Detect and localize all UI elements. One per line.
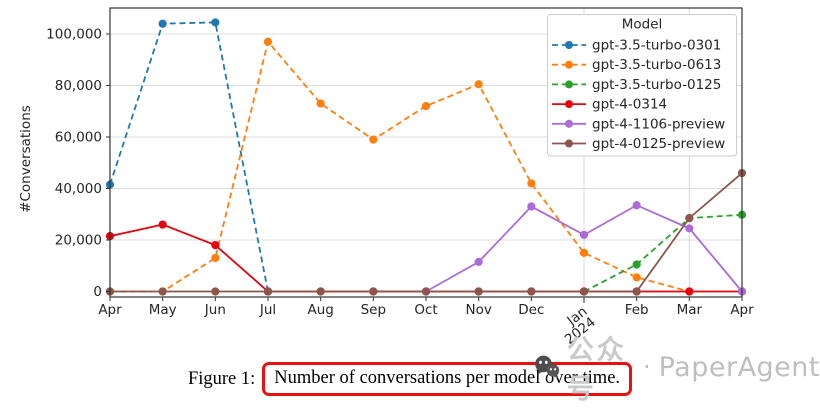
x-tick-label: Feb [625, 302, 649, 318]
marker-gpt-4-0314 [158, 220, 167, 229]
marker-gpt-4-0125-preview [685, 214, 694, 223]
marker-gpt-3.5-turbo-0301 [158, 19, 167, 28]
legend-glyph-marker-gpt-4-0125-preview [565, 139, 573, 148]
legend-glyph-marker-gpt-4-1106-preview [565, 119, 573, 128]
watermark-separator: · [642, 353, 651, 381]
marker-gpt-4-0314 [211, 241, 220, 250]
x-tick-label: Nov [465, 302, 491, 318]
marker-gpt-4-0125-preview [421, 287, 431, 296]
marker-gpt-4-1106-preview [579, 230, 589, 239]
marker-gpt-3.5-turbo-0613 [263, 37, 273, 46]
legend-glyph-marker-gpt-3.5-turbo-0125 [565, 80, 573, 89]
marker-gpt-3.5-turbo-0613 [527, 179, 536, 188]
marker-gpt-4-0125-preview [369, 287, 378, 296]
figure-caption: Figure 1: Number of conversations per mo… [0, 362, 820, 396]
marker-gpt-4-0125-preview [158, 287, 167, 296]
legend-box [547, 14, 737, 157]
x-tick-label: Sep [361, 302, 386, 318]
x-tick-label: Apr [730, 302, 754, 318]
legend-glyph-marker-gpt-3.5-turbo-0613 [565, 60, 573, 69]
marker-gpt-3.5-turbo-0125 [632, 260, 641, 269]
legend-label: gpt-3.5-turbo-0301 [592, 38, 721, 54]
marker-gpt-3.5-turbo-0613 [369, 135, 378, 144]
watermark: 公众号 · PaperAgent [534, 335, 820, 405]
marker-gpt-4-0125-preview [632, 287, 641, 296]
y-tick-label: 100,000 [46, 27, 102, 43]
marker-gpt-3.5-turbo-0613 [579, 248, 589, 257]
y-tick-label: 0 [93, 284, 102, 300]
y-tick-label: 60,000 [55, 130, 102, 146]
marker-gpt-4-0125-preview [316, 287, 325, 296]
x-tick-label: Apr [98, 302, 122, 318]
caption-highlight-box: Number of conversations per model over t… [262, 362, 633, 396]
x-tick-label: May [149, 302, 177, 318]
x-tick-label: Jul [259, 302, 276, 318]
marker-gpt-4-0125-preview [474, 287, 483, 296]
marker-gpt-4-0125-preview [579, 287, 589, 296]
x-tick-label: Jun [204, 302, 226, 318]
marker-gpt-3.5-turbo-0613 [316, 99, 325, 108]
marker-gpt-3.5-turbo-0301 [211, 18, 220, 27]
marker-gpt-3.5-turbo-0613 [474, 80, 483, 89]
legend-label: gpt-4-1106-preview [592, 116, 725, 132]
series-line-gpt-4-0125-preview [110, 172, 743, 293]
legend-glyph-marker-gpt-4-0314 [565, 100, 573, 109]
marker-gpt-4-1106-preview [474, 257, 483, 266]
legend-label: gpt-3.5-turbo-0125 [592, 77, 721, 93]
marker-gpt-3.5-turbo-0613 [632, 273, 641, 282]
marker-gpt-4-1106-preview [527, 202, 536, 211]
marker-gpt-4-0125-preview [527, 287, 536, 296]
marker-gpt-4-0314 [685, 287, 694, 296]
y-tick-label: 20,000 [55, 233, 102, 249]
watermark-en-text: PaperAgent [658, 351, 820, 383]
legend-label: gpt-4-0125-preview [592, 136, 725, 152]
marker-gpt-4-0125-preview [211, 287, 220, 296]
series-line-gpt-3.5-turbo-0125 [583, 213, 743, 293]
legend-label: gpt-4-0314 [592, 97, 667, 113]
series-line-gpt-3.5-turbo-0301 [109, 21, 269, 292]
marker-gpt-4-1106-preview [685, 224, 694, 233]
x-tick-label: Oct [414, 302, 437, 318]
y-axis-label: #Conversations [18, 105, 34, 213]
series-line-gpt-3.5-turbo-0613 [110, 39, 690, 293]
y-tick-label: 80,000 [55, 78, 102, 94]
series-line-gpt-4-0314 [109, 223, 742, 293]
x-tick-label: Mar [677, 302, 703, 318]
y-tick-label: 40,000 [55, 181, 102, 197]
figure-number-label: Figure 1: [187, 368, 256, 389]
marker-gpt-4-0125-preview [263, 287, 273, 296]
legend-label: gpt-3.5-turbo-0613 [592, 57, 721, 73]
x-tick-label: Aug [307, 302, 333, 318]
x-tick-label: Dec [518, 302, 544, 318]
marker-gpt-3.5-turbo-0613 [421, 102, 431, 111]
watermark-cn-text: 公众号 [566, 335, 627, 405]
legend-title: Model [622, 17, 663, 33]
wechat-logo-icon [535, 355, 560, 379]
legend-glyph-marker-gpt-3.5-turbo-0301 [565, 41, 573, 49]
marker-gpt-4-1106-preview [632, 201, 641, 210]
marker-gpt-3.5-turbo-0613 [211, 253, 220, 263]
